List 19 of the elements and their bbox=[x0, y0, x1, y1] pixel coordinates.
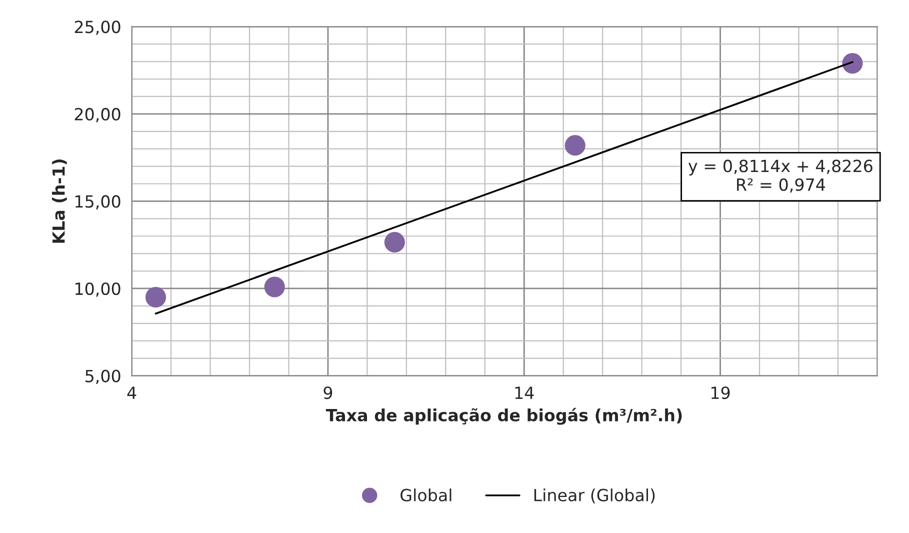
x-tick-label: 14 bbox=[515, 386, 534, 399]
y-tick-label: 15,00 bbox=[76, 195, 120, 210]
point bbox=[384, 232, 405, 253]
x-tick-label: 19 bbox=[711, 386, 730, 400]
point bbox=[145, 286, 166, 308]
x-tick-label: 4 bbox=[127, 386, 136, 399]
legend-label: Linear (Global) bbox=[534, 488, 655, 504]
point bbox=[842, 53, 863, 74]
x-tick-label: 9 bbox=[324, 386, 332, 400]
y-axis-title: KLa (h-1) bbox=[52, 160, 67, 243]
legend-label: Global bbox=[400, 488, 452, 502]
annotation: y = 0,8114x + 4,8226 R² = 0,974 bbox=[688, 160, 872, 193]
y-tick-label: 25,00 bbox=[74, 20, 120, 35]
x-axis-title: Taxa de aplicação de biogás (m³/m².h) bbox=[326, 408, 682, 425]
point bbox=[264, 276, 285, 298]
y-tick-label: 5,00 bbox=[86, 370, 120, 384]
point bbox=[564, 135, 586, 156]
y-tick-label: 10,00 bbox=[76, 282, 120, 297]
y-tick-label: 20,00 bbox=[74, 108, 120, 122]
